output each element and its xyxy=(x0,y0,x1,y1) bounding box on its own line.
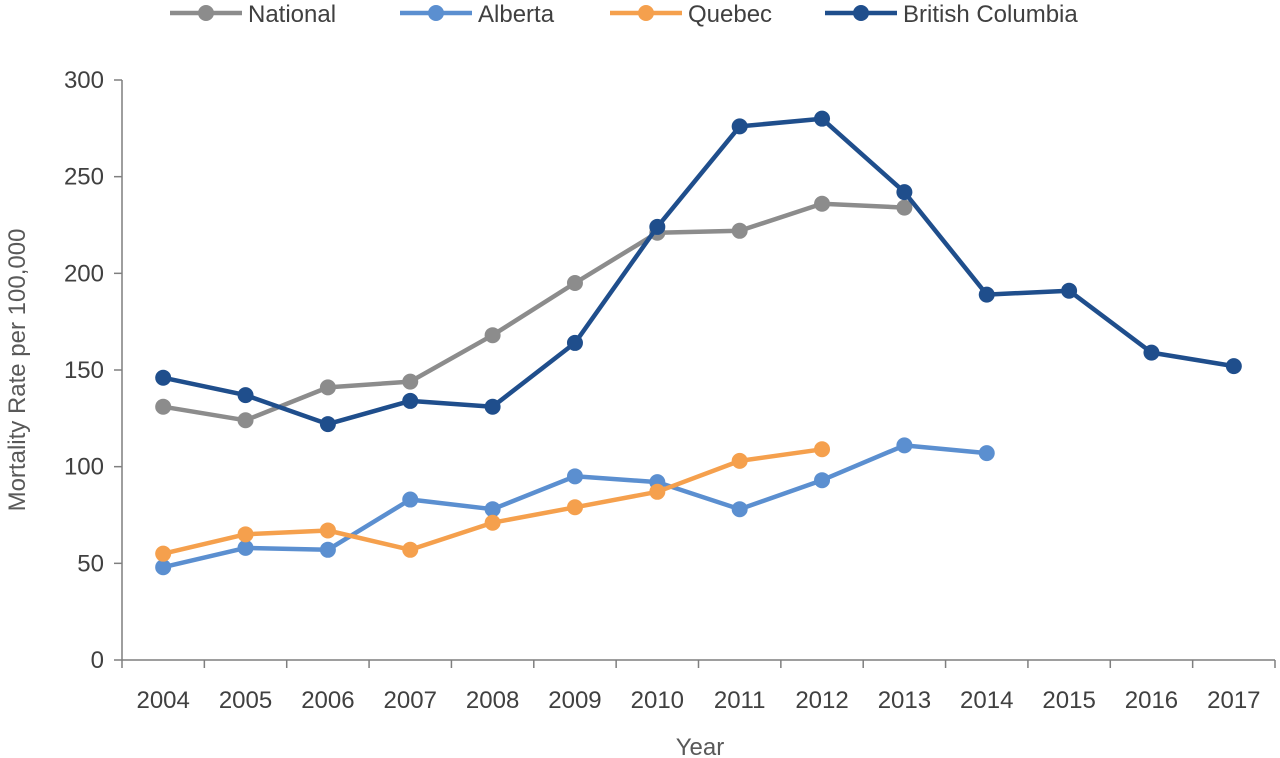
data-point-alberta xyxy=(155,559,172,576)
data-point-british-columbia xyxy=(237,387,254,404)
data-point-alberta xyxy=(978,445,995,462)
x-tick-label: 2013 xyxy=(878,687,931,714)
x-tick-label: 2006 xyxy=(301,687,354,714)
legend-item-british-columbia: British Columbia xyxy=(825,1,1078,28)
data-point-alberta xyxy=(814,472,831,489)
x-tick-label: 2015 xyxy=(1042,687,1095,714)
data-point-british-columbia xyxy=(896,184,913,201)
data-point-quebec xyxy=(155,545,172,562)
legend-swatch-marker xyxy=(428,5,444,21)
data-point-national xyxy=(814,195,831,212)
data-point-british-columbia xyxy=(1061,282,1078,299)
data-point-quebec xyxy=(319,522,336,539)
legend-swatch-marker xyxy=(853,5,869,21)
legend-item-quebec: Quebec xyxy=(610,1,772,28)
y-tick-label: 50 xyxy=(77,550,104,577)
data-point-alberta xyxy=(731,501,748,518)
x-tick-label: 2007 xyxy=(384,687,437,714)
data-point-quebec xyxy=(484,514,501,531)
data-point-british-columbia xyxy=(1225,358,1242,375)
data-point-quebec xyxy=(237,526,254,543)
y-tick-label: 150 xyxy=(64,357,104,384)
data-point-quebec xyxy=(402,541,419,558)
x-axis: 2004 2005 2006 2007 2008 2009 2010 2011 2012 2013… xyxy=(121,659,1276,714)
data-point-british-columbia xyxy=(649,218,666,235)
legend-item-national: National xyxy=(170,1,336,28)
x-tick-label: 2005 xyxy=(219,687,272,714)
data-point-quebec xyxy=(731,452,748,469)
data-point-british-columbia xyxy=(1143,344,1160,361)
x-tick-label: 2010 xyxy=(631,687,684,714)
y-tick-label: 100 xyxy=(64,454,104,481)
x-tick-label: 2008 xyxy=(466,687,519,714)
data-point-british-columbia xyxy=(319,416,336,433)
y-axis-title: Mortality Rate per 100,000 xyxy=(4,229,31,512)
data-point-national xyxy=(155,398,172,415)
y-tick-label: 250 xyxy=(64,164,104,191)
legend: National Alberta Quebec British Columbia xyxy=(170,1,1078,28)
legend-item-alberta: Alberta xyxy=(400,1,555,28)
data-point-national xyxy=(896,199,913,216)
series-alberta xyxy=(155,437,995,576)
data-point-british-columbia xyxy=(484,398,501,415)
series-line-national xyxy=(160,201,907,423)
data-point-quebec xyxy=(649,483,666,500)
y-tick-label: 0 xyxy=(91,647,104,674)
data-point-alberta xyxy=(237,539,254,556)
data-point-british-columbia xyxy=(402,392,419,409)
data-point-alberta xyxy=(319,541,336,558)
legend-swatch-marker xyxy=(198,5,214,21)
data-point-alberta xyxy=(402,491,419,508)
series-line-british-columbia xyxy=(160,116,1237,427)
data-point-alberta xyxy=(896,437,913,454)
y-axis: 0 50 100 150 200 250 300 xyxy=(64,67,123,674)
y-tick-label: 300 xyxy=(64,67,104,94)
x-axis-title: Year xyxy=(676,734,725,758)
data-point-national xyxy=(237,412,254,429)
legend-label: Quebec xyxy=(688,1,772,28)
data-point-national xyxy=(402,373,419,390)
data-point-alberta xyxy=(484,501,501,518)
series-national xyxy=(155,195,913,429)
x-tick-label: 2014 xyxy=(960,687,1013,714)
data-point-british-columbia xyxy=(978,286,995,303)
x-tick-label: 2012 xyxy=(795,687,848,714)
series-quebec xyxy=(155,441,831,562)
data-point-british-columbia xyxy=(814,110,831,127)
data-point-british-columbia xyxy=(155,369,172,386)
data-point-british-columbia xyxy=(566,334,583,351)
series-british-columbia xyxy=(155,110,1242,433)
x-tick-label: 2009 xyxy=(548,687,601,714)
data-point-alberta xyxy=(566,468,583,485)
legend-label: Alberta xyxy=(478,1,555,28)
data-point-national xyxy=(484,327,501,344)
x-tick-label: 2016 xyxy=(1125,687,1178,714)
plot-series xyxy=(155,110,1242,576)
data-point-national xyxy=(566,275,583,291)
x-tick-label: 2011 xyxy=(714,687,766,714)
legend-label: British Columbia xyxy=(903,1,1078,28)
data-point-quebec xyxy=(814,441,831,458)
legend-label: National xyxy=(248,1,336,28)
legend-swatch-marker xyxy=(638,5,654,21)
data-point-national xyxy=(731,222,748,239)
y-tick-label: 200 xyxy=(64,260,104,287)
x-tick-label: 2017 xyxy=(1207,687,1260,714)
data-point-quebec xyxy=(566,499,583,516)
data-point-national xyxy=(319,379,336,396)
data-point-british-columbia xyxy=(731,118,748,135)
x-tick-label: 2004 xyxy=(136,687,189,714)
